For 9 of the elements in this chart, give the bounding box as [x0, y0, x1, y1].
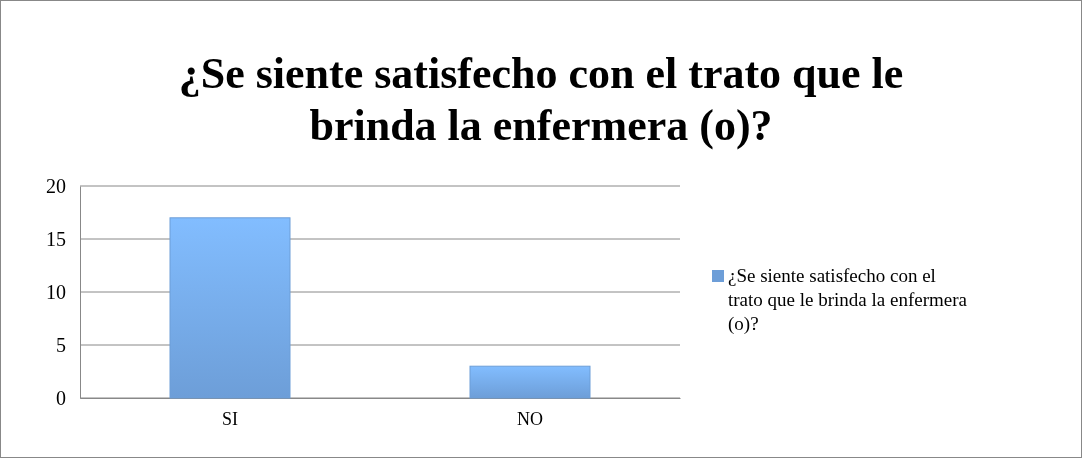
chart-title: ¿Se siente satisfecho con el trato que le brinda la enfermera (o)? — [178, 49, 904, 150]
y-tick-label: 0 — [56, 386, 66, 409]
x-tick-label: SI — [221, 408, 239, 429]
y-tick-label: 5 — [56, 333, 66, 356]
y-tick-label: 10 — [46, 280, 66, 303]
x-tick-label: NO — [517, 408, 543, 429]
y-tick-label: 20 — [46, 174, 66, 197]
legend-label: ¿Se siente satisfecho con el trato que le brinda la enfermera (o)? — [728, 265, 968, 335]
y-tick-label: 15 — [46, 227, 66, 250]
